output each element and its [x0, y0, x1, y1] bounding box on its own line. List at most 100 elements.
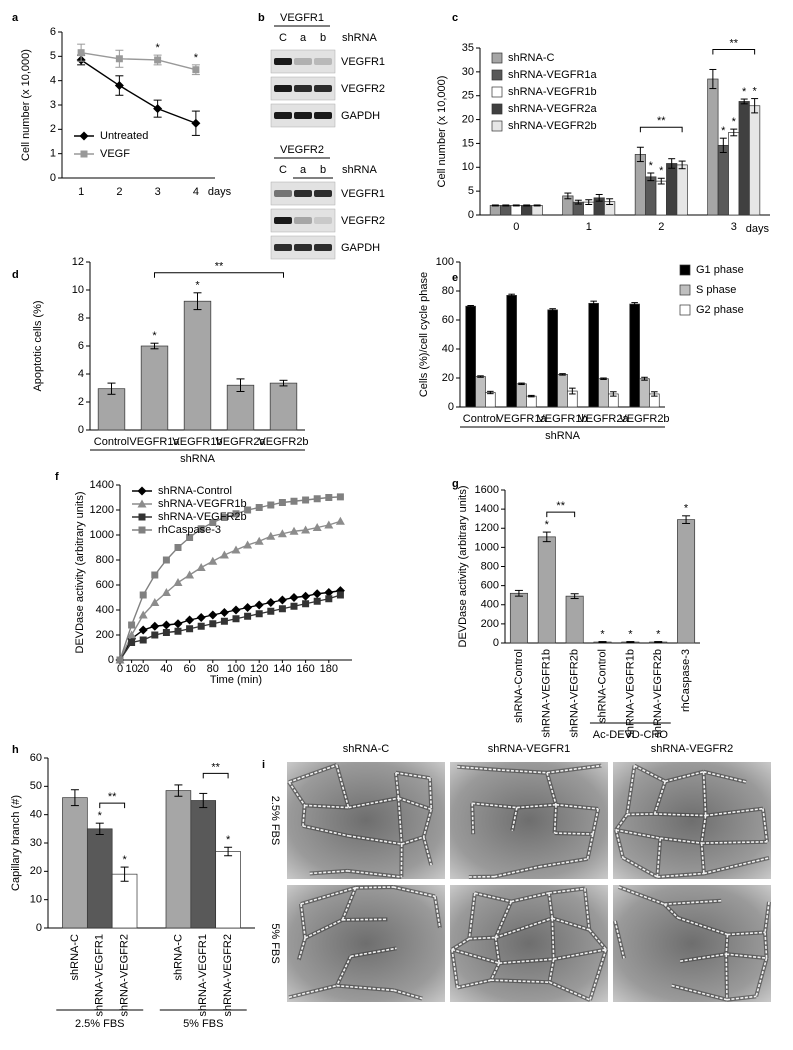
bar	[111, 873, 138, 929]
blot-label: GAPDH	[341, 242, 380, 254]
band	[274, 244, 292, 251]
bar	[465, 305, 476, 408]
band	[274, 85, 292, 92]
marker	[267, 501, 275, 509]
y-tick-label: 6	[78, 340, 84, 352]
marker	[243, 603, 253, 612]
y-tick-label: 25	[462, 90, 474, 102]
column-label: shRNA-VEGFR2	[651, 743, 734, 755]
marker	[185, 615, 195, 625]
x-tick-label: 2	[116, 186, 122, 198]
legend-swatch	[679, 304, 691, 316]
legend-swatch	[491, 52, 503, 64]
x-tick-label: VEGFR2a	[578, 413, 629, 425]
marker	[302, 600, 310, 608]
marker	[324, 520, 334, 529]
x-tick-label: 180	[320, 663, 338, 675]
bar	[666, 163, 678, 216]
x-tick-label: rhCaspase-3	[680, 649, 692, 712]
marker	[197, 525, 205, 533]
marker	[80, 150, 88, 158]
lane-label: a	[300, 164, 307, 176]
marker	[161, 620, 171, 630]
significance: *	[600, 628, 605, 640]
tube-network	[288, 886, 441, 1000]
y-tick-label: 1	[50, 148, 56, 160]
marker	[77, 49, 85, 57]
y-axis-label: Capillary branch (#)	[10, 795, 22, 891]
marker	[266, 598, 276, 607]
blot-target: VEGFR1	[280, 12, 324, 24]
series-line	[81, 51, 197, 71]
bar	[485, 392, 496, 408]
panel-label: g	[452, 478, 459, 490]
marker	[325, 494, 333, 501]
bar	[557, 374, 568, 408]
band	[274, 112, 292, 119]
band	[314, 58, 332, 65]
tube-network	[288, 764, 433, 878]
marker	[138, 610, 148, 619]
marker	[162, 629, 170, 636]
x-tick-label: shRNA-Control	[513, 649, 525, 723]
marker	[192, 66, 200, 74]
legend-label: shRNA-VEGFR1b	[508, 86, 597, 98]
x-tick-label: VEGFR2a	[215, 436, 266, 448]
band	[314, 112, 332, 119]
bar	[510, 205, 522, 216]
significance: *	[659, 165, 664, 177]
marker	[255, 504, 263, 511]
marker	[209, 519, 217, 526]
y-tick-label: 10	[72, 284, 84, 296]
marker	[139, 636, 147, 644]
marker	[162, 556, 170, 564]
y-tick-label: 200	[481, 618, 499, 630]
y-tick-label: 5	[468, 185, 474, 197]
y-tick-label: 8	[78, 312, 84, 324]
marker	[139, 591, 147, 599]
blot-label: VEGFR1	[341, 56, 385, 68]
y-tick-label: 1600	[475, 484, 499, 496]
y-tick-label: 1000	[90, 529, 114, 541]
marker	[79, 131, 89, 141]
marker	[151, 571, 159, 579]
bracket-label: **	[729, 37, 738, 49]
blot	[270, 49, 336, 74]
panel-label: e	[452, 272, 458, 284]
marker	[278, 605, 286, 613]
x-tick-label: 0	[117, 663, 123, 675]
lane-label: C	[279, 164, 287, 176]
bar-label: shRNA-VEGFR2	[222, 934, 234, 1017]
x-tick-label: 3	[731, 221, 737, 233]
marker	[150, 621, 160, 631]
legend-label: shRNA-Control	[158, 485, 232, 497]
bar	[676, 164, 688, 216]
marker	[128, 621, 136, 629]
bar	[509, 592, 528, 644]
y-tick-label: 0	[448, 401, 454, 413]
marker	[173, 619, 183, 629]
bar	[215, 851, 241, 929]
y-axis-label: DEVDase activity (arbitrary units)	[74, 492, 86, 654]
marker	[220, 514, 228, 521]
band	[274, 58, 292, 65]
bracket	[546, 511, 576, 518]
marker	[232, 510, 240, 518]
significance: *	[195, 280, 200, 292]
bar	[97, 388, 126, 431]
bar	[749, 105, 761, 216]
row-label: 2.5% FBS	[269, 796, 281, 846]
bar	[489, 205, 501, 216]
tube-network	[614, 886, 770, 1001]
marker	[209, 620, 217, 628]
bracket	[99, 802, 126, 809]
x-tick-label: 10	[125, 663, 137, 675]
bracket-label: **	[108, 791, 117, 803]
marker	[290, 602, 298, 610]
y-tick-label: 5	[50, 50, 56, 62]
y-tick-label: 0	[50, 172, 56, 184]
significance: *	[628, 628, 633, 640]
micrograph	[613, 885, 771, 1002]
y-tick-label: 1400	[475, 503, 499, 515]
